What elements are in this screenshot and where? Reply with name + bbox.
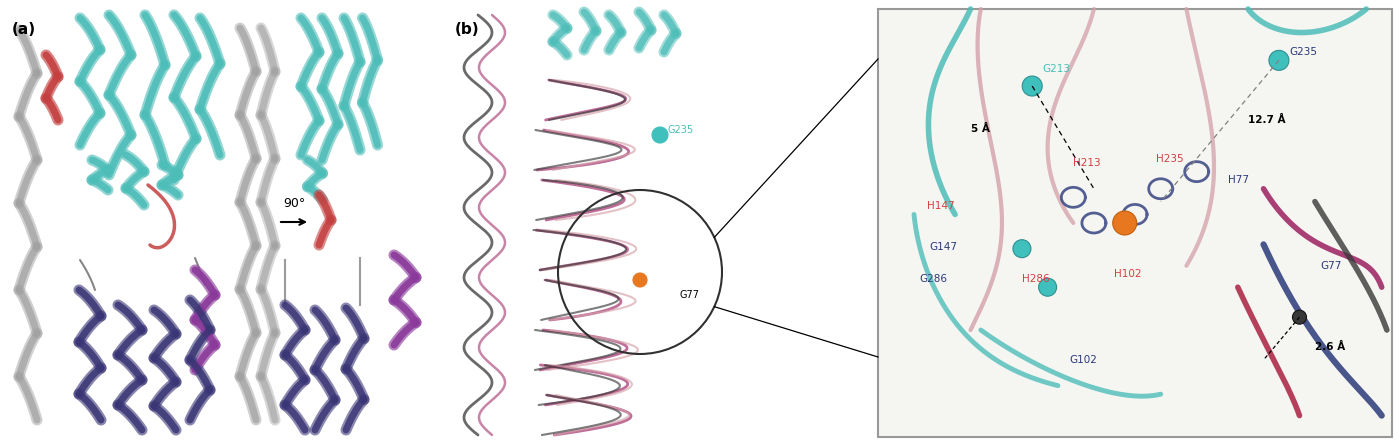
Circle shape — [652, 127, 667, 143]
Text: H235: H235 — [1156, 154, 1184, 164]
Circle shape — [1269, 50, 1288, 70]
Text: G213: G213 — [1042, 64, 1070, 74]
Text: G286: G286 — [919, 274, 947, 284]
Text: H147: H147 — [928, 201, 956, 211]
Text: G102: G102 — [1070, 355, 1098, 365]
Text: 2.6 Å: 2.6 Å — [1315, 342, 1346, 352]
Circle shape — [1293, 310, 1307, 324]
Text: 5 Å: 5 Å — [971, 124, 990, 134]
Text: (b): (b) — [455, 22, 480, 37]
FancyBboxPatch shape — [879, 9, 1392, 437]
Text: 12.7 Å: 12.7 Å — [1248, 115, 1286, 125]
Circle shape — [1112, 211, 1137, 235]
Text: H77: H77 — [1227, 175, 1248, 185]
Text: G77: G77 — [680, 290, 700, 300]
Text: H102: H102 — [1115, 270, 1142, 279]
Circle shape — [1038, 278, 1056, 296]
Text: G147: G147 — [929, 242, 957, 252]
Text: G77: G77 — [1321, 261, 1342, 271]
Text: (a): (a) — [13, 22, 36, 37]
Text: H213: H213 — [1073, 158, 1101, 168]
Text: H286: H286 — [1021, 274, 1049, 284]
Circle shape — [632, 273, 646, 287]
Text: G235: G235 — [667, 125, 694, 135]
Text: 90°: 90° — [283, 197, 305, 210]
Circle shape — [1023, 76, 1042, 96]
Text: G235: G235 — [1290, 47, 1318, 57]
Circle shape — [1013, 240, 1031, 258]
